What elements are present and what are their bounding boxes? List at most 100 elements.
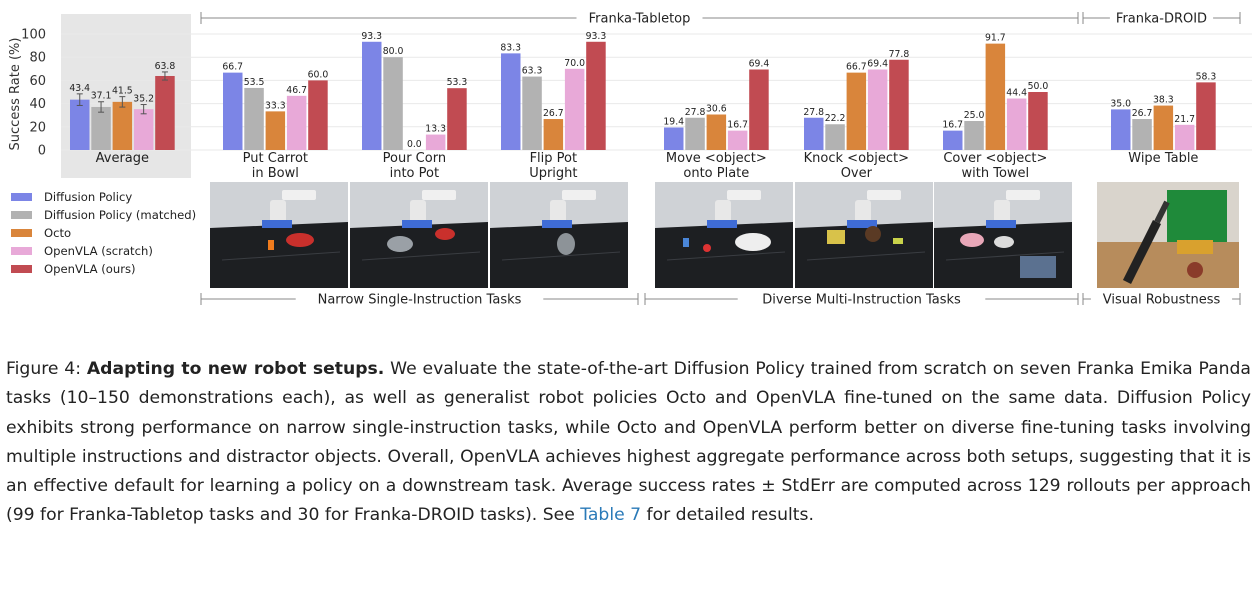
value-label: 22.2 (825, 113, 846, 124)
robot-base (262, 220, 292, 228)
value-label: 41.5 (112, 86, 133, 97)
robot-link (727, 190, 761, 200)
robot-link (422, 190, 456, 200)
robot-arm (855, 200, 871, 226)
value-label: 30.6 (706, 104, 727, 115)
bar (727, 130, 748, 150)
green-screen (1167, 190, 1227, 242)
value-label: 66.7 (846, 62, 867, 73)
bar (265, 111, 286, 150)
legend-swatch (11, 211, 32, 219)
table-line (501, 251, 621, 261)
value-label: 91.7 (985, 33, 1006, 44)
robot-base (847, 220, 877, 228)
results-bar-chart: 0 20 40 60 80 100 Success Rate (%) 43.437.1 41… (8, 12, 1252, 308)
task-photo (210, 182, 348, 288)
task-photo (350, 182, 488, 288)
bar (362, 41, 382, 150)
bracket-narrow-single-instruction: Narrow Single-Instruction Tasks (200, 293, 639, 308)
bracket-label: Franka-DROID (1116, 12, 1207, 27)
robot-arm (994, 200, 1010, 226)
plate (735, 233, 771, 251)
bracket-franka-tabletop: Franka-Tabletop (200, 12, 1079, 27)
bar (564, 68, 585, 150)
bar (501, 53, 521, 150)
legend-swatch (11, 229, 32, 237)
y-tick-label: 0 (38, 144, 46, 159)
y-axis: 0 20 40 60 80 100 (21, 28, 46, 159)
category-label: Wipe Table (1128, 151, 1198, 166)
bowl (960, 233, 984, 247)
table-line (666, 251, 786, 261)
bar (543, 119, 564, 150)
bar (383, 57, 403, 151)
category-label: in Bowl (252, 166, 299, 181)
legend-label: Diffusion Policy (matched) (44, 208, 196, 222)
y-tick-label: 40 (29, 97, 46, 112)
bracket-label: Visual Robustness (1103, 293, 1221, 308)
caption-title: Adapting to new robot setups. (86, 359, 385, 379)
robot-arm (1122, 219, 1162, 285)
robot-arm (550, 200, 566, 226)
object (865, 226, 881, 242)
value-label: 53.5 (244, 77, 265, 88)
category-label: Upright (529, 166, 577, 181)
value-label: 16.7 (942, 120, 963, 131)
bar (1132, 119, 1152, 150)
legend-swatch (11, 247, 32, 255)
category-label: Flip Pot (530, 151, 578, 166)
task-photos (210, 182, 1239, 288)
bar (286, 95, 307, 150)
error-bars (76, 71, 168, 115)
value-label: 60.0 (308, 69, 329, 80)
bowl (435, 228, 455, 240)
value-label: 26.7 (543, 108, 564, 119)
caption-prefix: Figure 4: (6, 359, 87, 379)
value-label: 93.3 (586, 31, 607, 42)
bar (155, 75, 175, 150)
value-label: 13.3 (425, 124, 446, 135)
object (827, 230, 845, 244)
category-label: Knock <object> (804, 151, 909, 166)
y-axis-label: Success Rate (%) (8, 38, 23, 151)
task-photo (1097, 182, 1239, 288)
value-label: 80.0 (383, 46, 404, 57)
value-label: 19.4 (663, 116, 684, 127)
value-label: 37.1 (91, 91, 112, 102)
value-label: 38.3 (1153, 95, 1174, 106)
robot-base (542, 220, 572, 228)
value-label: 16.7 (727, 120, 748, 131)
category-label: Cover <object> (943, 151, 1047, 166)
task-photo (490, 182, 628, 288)
bar (522, 76, 542, 150)
bar (664, 127, 684, 150)
category-label: with Towel (962, 166, 1030, 181)
robot-arm (270, 200, 286, 226)
table-7-link[interactable]: Table 7 (580, 505, 642, 526)
bar (1196, 82, 1216, 150)
category-label: into Pot (390, 166, 439, 181)
bracket-label: Narrow Single-Instruction Tasks (318, 293, 522, 308)
bar (223, 72, 243, 150)
pot (557, 233, 575, 255)
figure-caption: Figure 4: Adapting to new robot setups. … (6, 355, 1251, 531)
value-label: 27.8 (685, 107, 706, 118)
table-surface (210, 222, 348, 288)
robot-link (562, 190, 596, 200)
bar (1153, 105, 1174, 150)
value-label: 21.7 (1174, 114, 1195, 125)
legend-swatch (11, 265, 32, 273)
legend-label: OpenVLA (scratch) (44, 244, 153, 258)
category-label: onto Plate (683, 166, 749, 181)
table-surface (490, 222, 628, 288)
object (703, 244, 711, 252)
value-label: 69.4 (867, 58, 888, 69)
table-line (221, 251, 341, 261)
robot-arm (1154, 200, 1170, 224)
robot-base (986, 220, 1016, 228)
robot-link (867, 190, 901, 200)
table-line (806, 251, 926, 261)
value-label: 35.2 (133, 94, 154, 105)
value-label: 27.8 (803, 107, 824, 118)
